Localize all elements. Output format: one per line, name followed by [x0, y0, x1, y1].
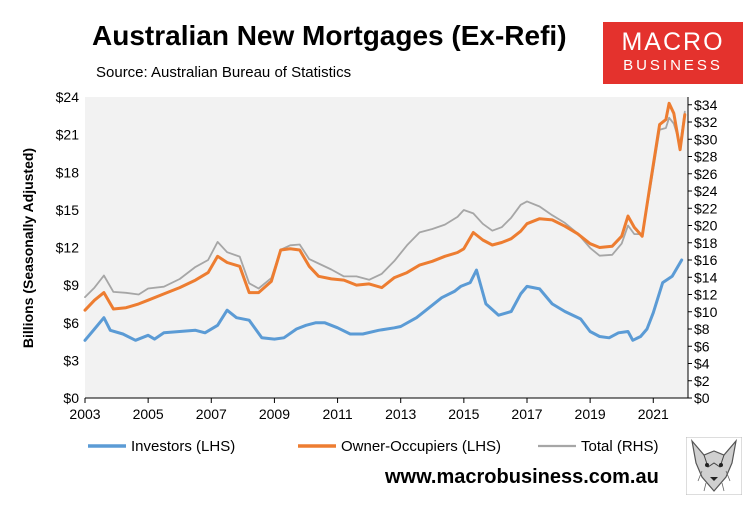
y-right-tick-label: $4: [694, 356, 710, 372]
wolf-logo-icon: [686, 437, 742, 495]
x-tick-label: 2013: [385, 406, 416, 422]
legend-label: Total (RHS): [581, 438, 659, 455]
x-tick-label: 2019: [575, 406, 606, 422]
footer-url: www.macrobusiness.com.au: [385, 466, 659, 488]
y-left-tick-label: $15: [56, 202, 80, 218]
x-tick-label: 2017: [511, 406, 542, 422]
y-right-tick-label: $34: [694, 97, 718, 113]
logo-line-1: MACRO: [621, 28, 725, 56]
y-left-tick-label: $12: [56, 240, 80, 256]
y-right-tick-label: $6: [694, 338, 710, 354]
legend-label: Investors (LHS): [131, 438, 235, 455]
y-right-tick-label: $16: [694, 252, 718, 268]
y-right-tick-label: $28: [694, 149, 718, 165]
series-line-total: [84, 110, 686, 299]
chart-source: Source: Australian Bureau of Statistics: [96, 64, 352, 81]
x-tick-label: 2011: [323, 406, 353, 422]
y-right-tick-label: $0: [694, 390, 710, 406]
x-tick-label: 2021: [638, 406, 669, 422]
y-right-tick-label: $14: [694, 269, 718, 285]
x-tick-label: 2009: [259, 406, 290, 422]
y-left-tick-label: $18: [56, 164, 80, 180]
y-right-tick-label: $32: [694, 114, 718, 130]
y-right-tick-label: $18: [694, 235, 718, 251]
y-left-tick-label: $6: [63, 315, 79, 331]
y-right-tick-label: $26: [694, 166, 718, 182]
macrobusiness-logo: MACRO BUSINESS: [603, 22, 743, 84]
y-right-tick-label: $2: [694, 373, 710, 389]
y-right-tick-label: $8: [694, 321, 710, 337]
y-right-tick-label: $24: [694, 183, 718, 199]
y-right-tick-label: $10: [694, 304, 718, 320]
chart-title: Australian New Mortgages (Ex-Refi): [92, 20, 567, 51]
x-tick-label: 2003: [69, 406, 100, 422]
y-right-tick-label: $30: [694, 131, 718, 147]
y-right-tick-label: $22: [694, 200, 718, 216]
y-right-tick-label: $12: [694, 287, 718, 303]
y-left-tick-label: $9: [63, 277, 79, 293]
y-left-tick-label: $21: [56, 127, 80, 143]
series-line-owner-occupiers: [83, 101, 687, 312]
y-left-tick-label: $3: [63, 352, 79, 368]
y-left-tick-label: $0: [63, 390, 79, 406]
y-axis-label: Billions (Seasonally Adjusted): [20, 148, 36, 348]
logo-line-2: BUSINESS: [623, 57, 723, 74]
y-left-tick-label: $24: [56, 89, 80, 105]
plot-area: [85, 97, 688, 398]
x-tick-label: 2007: [196, 406, 227, 422]
legend-label: Owner-Occupiers (LHS): [341, 438, 501, 455]
x-tick-label: 2005: [133, 406, 164, 422]
series-line-investors: [83, 258, 684, 342]
x-tick-label: 2015: [448, 406, 479, 422]
y-right-tick-label: $20: [694, 218, 718, 234]
